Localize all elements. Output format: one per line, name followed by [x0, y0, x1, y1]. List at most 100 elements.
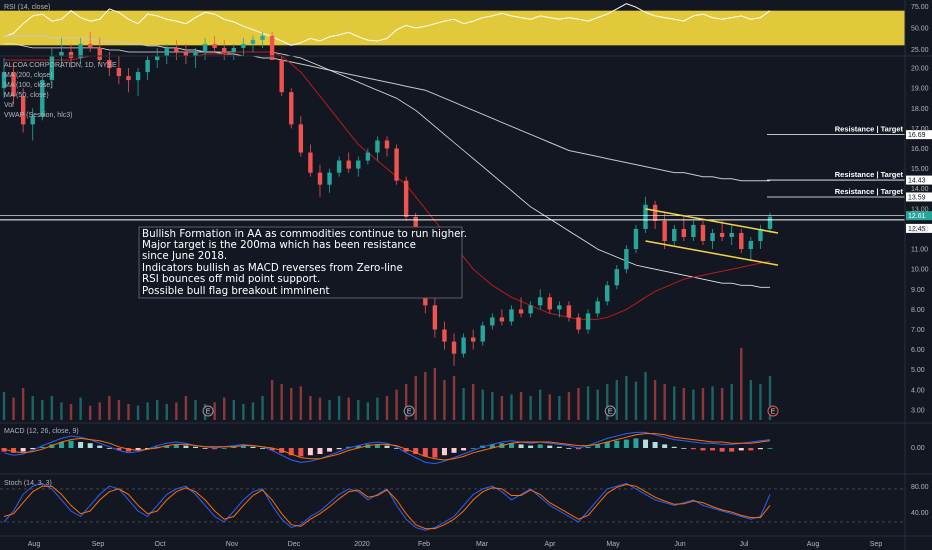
price-tick-15: 5.00 [911, 367, 925, 374]
price-tick-13: 7.00 [911, 327, 925, 334]
legend-ma100: MA (100, close) [4, 82, 53, 89]
macd-hist-bar [566, 448, 572, 449]
candle [212, 35, 217, 52]
macd-hist-bar [183, 445, 189, 448]
resistance-label-1: Resistance | Target [835, 170, 904, 179]
macd-hist-bar [250, 446, 256, 448]
volume-bar [414, 376, 417, 420]
macd-hist-bar [537, 444, 543, 448]
candle [279, 55, 284, 97]
volume-bar [529, 396, 532, 420]
candle [652, 200, 658, 229]
macd-line [3, 431, 771, 465]
candle [672, 224, 677, 246]
price-tick-0: 20.00 [911, 66, 929, 73]
resistance-price-0: 16.69 [908, 132, 926, 139]
candle [365, 148, 371, 165]
time-label-4: Dec [288, 541, 301, 548]
macd-hist-bar [470, 448, 476, 449]
candle [327, 168, 332, 193]
earnings-icon[interactable]: E [604, 405, 616, 417]
macd-hist-bar [212, 448, 218, 450]
macd-hist-bar [461, 448, 467, 451]
volume-bar [768, 376, 772, 420]
rsi-label: RSI (14, close) [4, 4, 50, 11]
macd-hist-bar [403, 448, 409, 452]
candle [346, 152, 351, 173]
last-price: 12.61 [908, 213, 926, 220]
macd-hist-bar [336, 448, 342, 450]
macd-hist-bar [39, 446, 45, 448]
candles [1, 31, 773, 366]
macd-hist-bar [681, 448, 687, 449]
price-tick-16: 4.00 [911, 387, 925, 394]
svg-text:E: E [407, 409, 412, 416]
volume-bar [634, 381, 638, 420]
macd-hist-bar [729, 448, 735, 452]
candle [308, 144, 313, 177]
candle [633, 224, 639, 254]
candle [20, 88, 26, 133]
support-price: 12.45 [908, 226, 926, 233]
macd-hist-bar [154, 446, 160, 448]
candle [538, 289, 543, 310]
macd-hist-bar [528, 445, 534, 448]
macd-hist-bar [231, 446, 237, 448]
volume-bar [50, 396, 54, 420]
candle [662, 212, 667, 250]
candle [222, 39, 227, 61]
macd-hist-bar [116, 448, 122, 451]
macd-hist-bar [221, 448, 227, 449]
macd-hist-bar [738, 448, 744, 451]
macd-pane: MACD (12, 26, close, 9) 0.00 [1, 428, 925, 465]
volume-bar [223, 397, 226, 420]
volume-bar [682, 388, 686, 420]
volume-bar [759, 384, 762, 420]
candle [384, 136, 390, 157]
annotation-line-4: Indicators bullish as MACD reverses from… [142, 262, 403, 274]
candle [317, 164, 323, 197]
macd-hist-bar [49, 444, 55, 448]
candle [78, 37, 83, 65]
volume-bar [539, 389, 542, 420]
price-tick-14: 6.00 [911, 347, 925, 354]
macd-label: MACD (12, 26, close, 9) [4, 428, 79, 435]
macd-hist-bar [135, 448, 141, 451]
macd-hist-bar [106, 448, 112, 449]
annotation-line-6: Possible bull flag breakout imminent [142, 285, 330, 297]
macd-hist-bar [193, 446, 198, 448]
candle [394, 144, 399, 185]
volume-bar [663, 384, 666, 420]
stoch-k-line [3, 482, 771, 531]
macd-hist-bar [355, 445, 361, 448]
volume-bar [625, 376, 628, 420]
macd-hist-bar [327, 448, 333, 452]
volume-bar [347, 397, 350, 420]
volume-bar [395, 389, 398, 420]
resistance-price-1: 14.43 [908, 178, 926, 185]
macd-hist-bar [374, 444, 380, 448]
earnings-icon[interactable]: E [202, 405, 214, 417]
earnings-icon[interactable]: E [767, 405, 779, 417]
earnings-icon[interactable]: E [403, 405, 415, 417]
time-label-7: Mar [476, 541, 489, 548]
volume-bar [558, 396, 561, 420]
volume-bar [242, 404, 245, 420]
macd-signal-line [3, 433, 771, 461]
candle [49, 47, 55, 89]
candle [87, 31, 93, 52]
ma100-line [4, 43, 770, 288]
resistance-price-tag-2 [906, 192, 932, 202]
macd-hist-bar [240, 445, 246, 448]
volume-bar [309, 396, 312, 420]
candle [403, 176, 409, 221]
annotation-line-1: Bullish Formation in AA as commodities c… [142, 228, 467, 240]
macd-hist-bar [556, 446, 562, 448]
macd-tick-0: 0.00 [911, 445, 925, 452]
volume-bar [232, 400, 235, 420]
volume-bar [127, 404, 130, 420]
candle [193, 47, 198, 69]
candle [681, 216, 687, 242]
candle [336, 156, 342, 177]
